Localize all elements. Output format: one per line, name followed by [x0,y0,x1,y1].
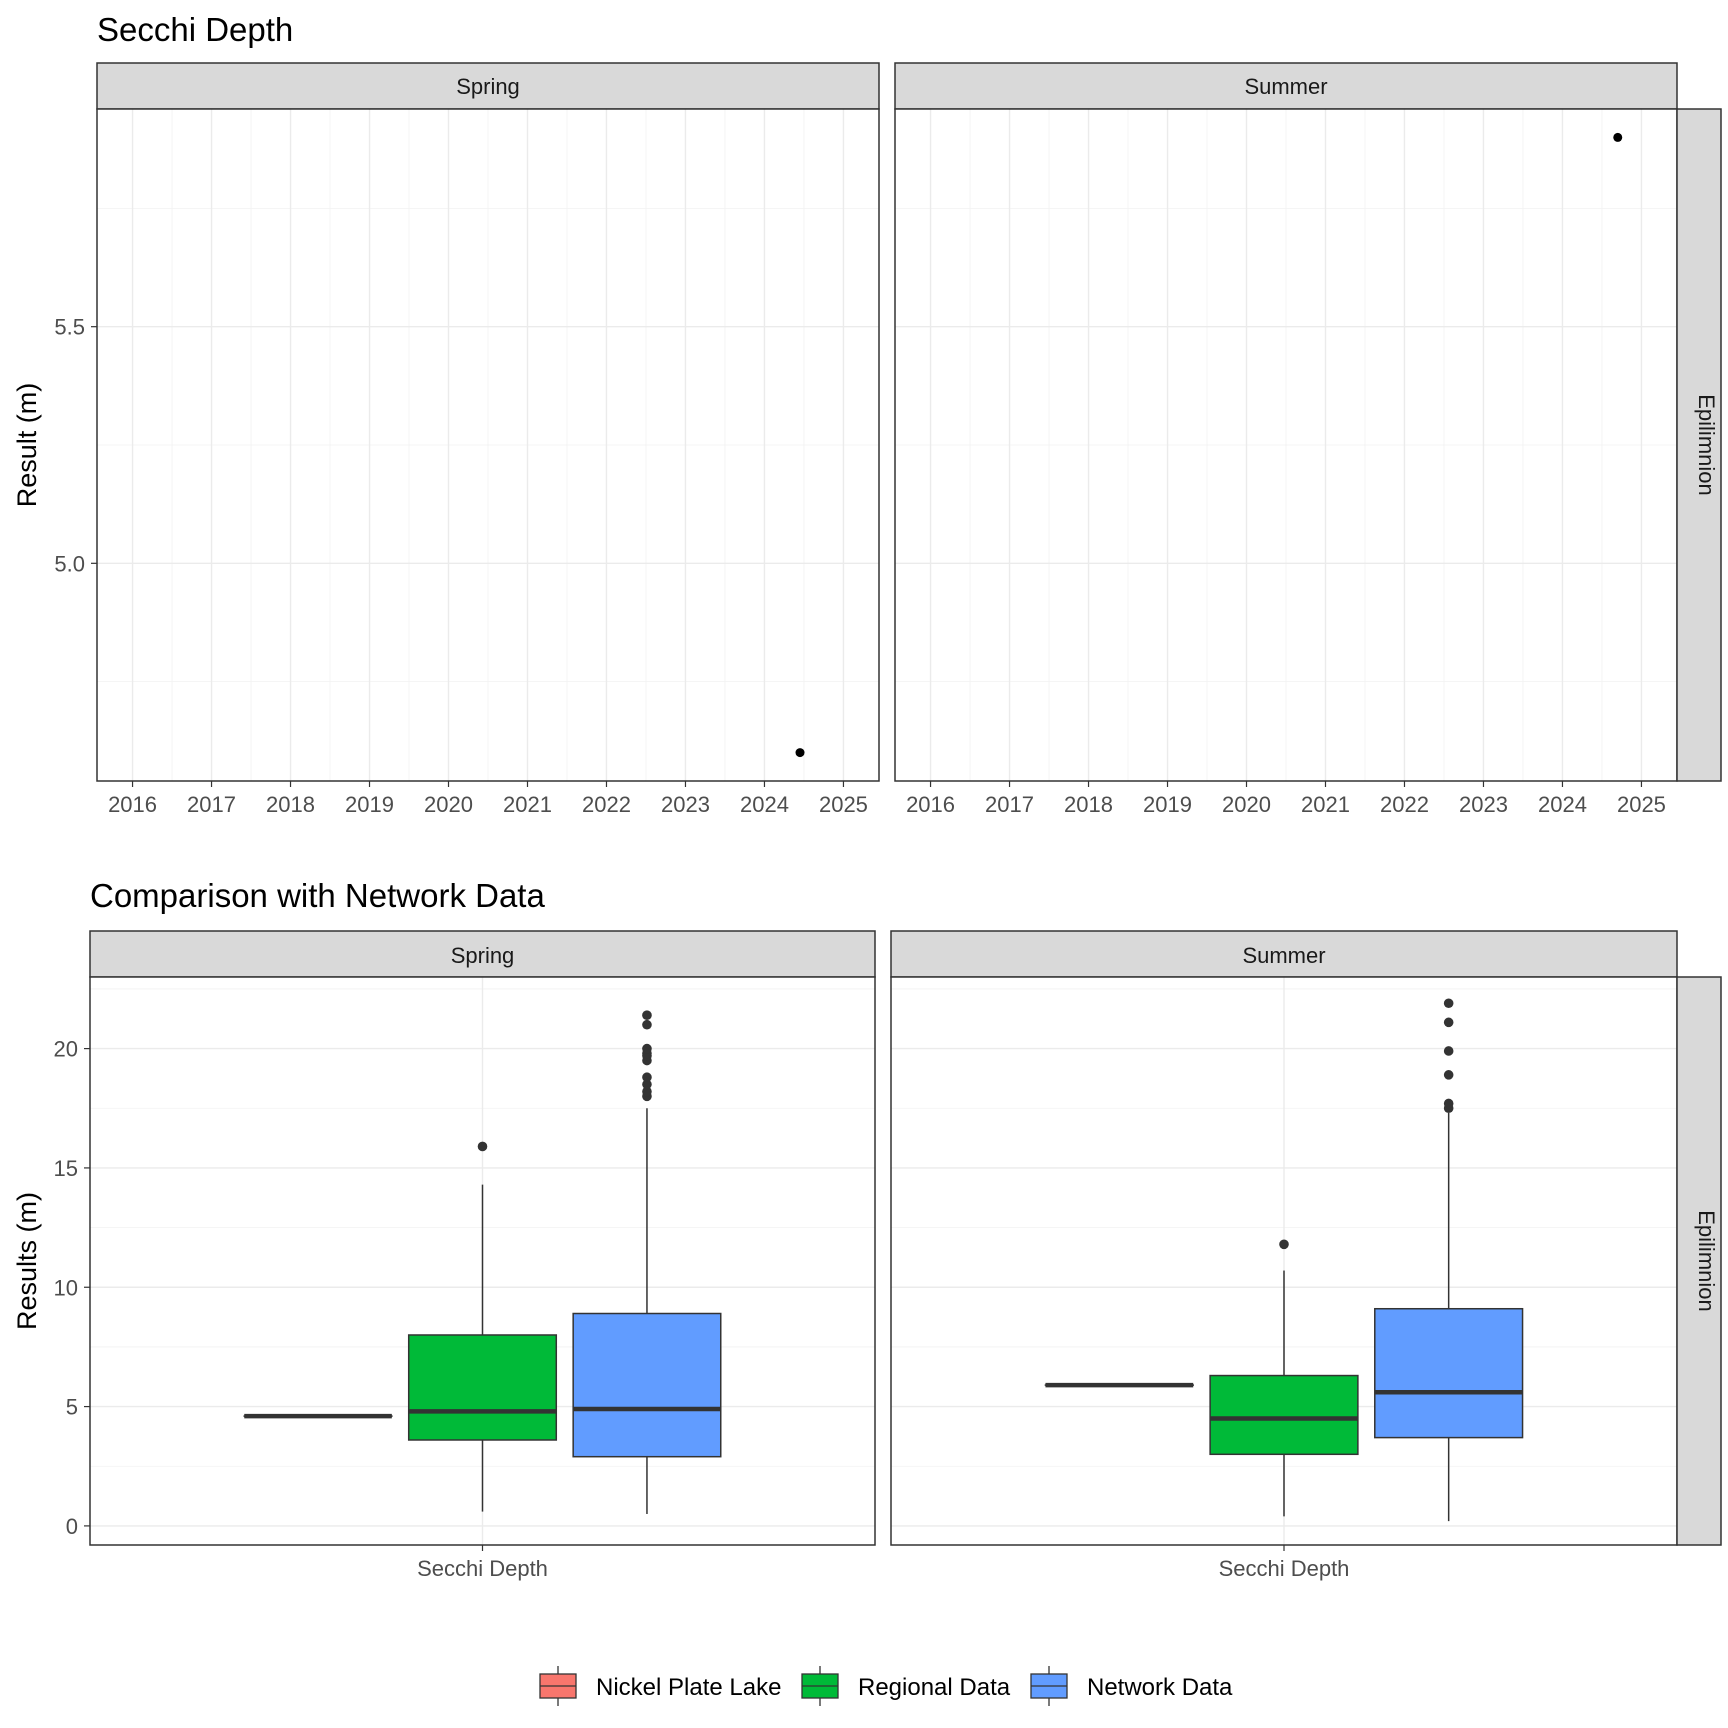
x-tick-label: 2020 [1222,792,1271,817]
facet-label: Spring [456,74,520,99]
panel-spring: Spring 2016 2017 2018 2019 2020 2021 2022 2023 20… [96,62,880,817]
legend-label: Nickel Plate Lake [596,1674,781,1701]
x-tick-label: 2022 [1380,792,1429,817]
legend: Nickel Plate Lake Regional Data Network Da… [539,1666,1233,1706]
box-network-data [1374,998,1524,1522]
outlier-point [1443,1017,1454,1028]
facet-strip [89,930,876,978]
outlier-point [642,1019,652,1030]
legend-label: Regional Data [858,1674,1011,1701]
data-point [1613,132,1623,142]
facet-row-strip [1676,976,1722,1546]
y-tick-label: 5.0 [54,551,85,576]
x-tick-label: 2023 [661,792,710,817]
outlier-point [642,1086,652,1097]
facet-strip [96,62,880,110]
x-tick-label: 2017 [187,792,236,817]
panel-summer: Summer Secchi Depth [890,930,1678,1581]
chart-secchi-depth: Secchi Depth Spring 2016 2017 2018 2019 2020 20… [12,11,1722,817]
chart-title: Comparison with Network Data [90,877,545,914]
panel-border [96,108,880,782]
facet-label: Spring [451,943,515,968]
outlier-point [477,1141,488,1152]
x-tick-label: 2018 [266,792,315,817]
x-tick-label: 2019 [345,792,394,817]
y-tick-label: 0 [66,1514,78,1539]
x-tick-label: 2018 [1064,792,1113,817]
x-tick-label: 2021 [503,792,552,817]
x-tick-label: Secchi Depth [1219,1556,1350,1581]
x-tick-label: 2024 [1538,792,1587,817]
x-tick-label: 2024 [740,792,789,817]
outlier-point [642,1079,652,1090]
y-tick-label: 5.5 [54,315,85,340]
y-axis-title: Result (m) [12,383,42,508]
box-regional-data [1209,1239,1359,1517]
x-tick-label: 2020 [424,792,473,817]
facet-row-strip [1676,108,1722,782]
y-axis-title: Results (m) [12,1192,42,1330]
x-tick-label: 2016 [906,792,955,817]
box-iqr [407,1334,558,1441]
data-point [795,748,805,758]
outlier-point [1279,1239,1289,1250]
x-tick-label: 2023 [1459,792,1508,817]
outlier-point [642,1072,652,1083]
box-iqr [1209,1374,1359,1456]
x-tick-label: 2021 [1301,792,1350,817]
outlier-point [1443,998,1454,1009]
outlier-point [642,1043,652,1054]
x-tick-label: 2025 [819,792,868,817]
facet-label: Summer [1244,74,1327,99]
y-tick-label: 10 [54,1275,78,1300]
x-tick-label: 2025 [1617,792,1666,817]
facet-label: Summer [1242,943,1325,968]
legend-label: Network Data [1087,1674,1233,1701]
chart-title: Secchi Depth [97,11,293,48]
x-tick-label: 2019 [1143,792,1192,817]
box-network-data [572,1010,722,1514]
facet-strip [890,930,1678,978]
box-iqr [572,1312,722,1458]
y-tick-label: 5 [66,1395,78,1420]
chart-comparison: Comparison with Network Data Spring Secchi… [12,877,1722,1581]
legend-item-nickel-plate-lake: Nickel Plate Lake [539,1666,781,1706]
facet-row-label: Epilimnion [1694,394,1719,496]
x-tick-label: Secchi Depth [417,1556,548,1581]
y-tick-label: 20 [54,1037,78,1062]
x-tick-label: 2016 [108,792,157,817]
outlier-point [1443,1070,1454,1080]
legend-item-network-data: Network Data [1030,1666,1233,1706]
panel-summer: Summer 2016 2017 2018 2019 2020 2021 2022 2023 20… [894,62,1678,817]
box-iqr [1374,1307,1524,1439]
y-tick-label: 15 [54,1156,78,1181]
legend-item-regional-data: Regional Data [801,1666,1011,1706]
outlier-point [1443,1046,1454,1056]
box-regional-data [407,1141,558,1512]
panel-spring: Spring Secchi Depth [89,930,876,1581]
x-tick-label: 2017 [985,792,1034,817]
outlier-point [1443,1098,1454,1109]
x-tick-label: 2022 [582,792,631,817]
outlier-point [642,1010,652,1020]
facet-row-label: Epilimnion [1694,1210,1719,1312]
